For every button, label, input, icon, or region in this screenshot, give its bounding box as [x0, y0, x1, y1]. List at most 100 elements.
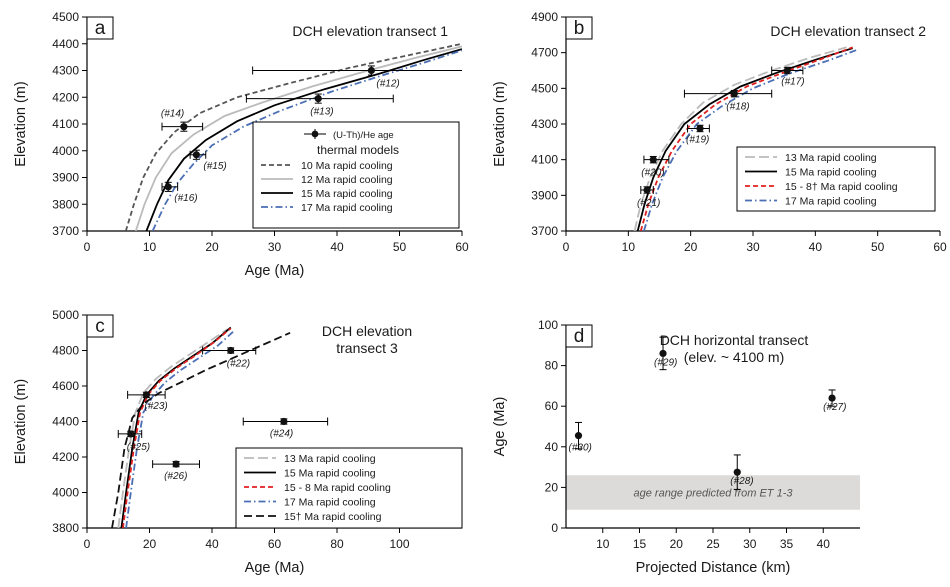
- data-marker: [227, 346, 235, 355]
- x-axis-label: Projected Distance (km): [636, 560, 791, 576]
- x-tick-label: 20: [205, 240, 219, 254]
- data-point: (#19): [686, 124, 710, 145]
- y-tick-label: 4600: [52, 379, 79, 393]
- legend-entry: 10 Ma rapid cooling: [301, 160, 393, 172]
- y-tick-label: 4400: [52, 37, 79, 51]
- y-tick-label: 3900: [52, 171, 79, 185]
- sample-label: (#18): [726, 102, 749, 113]
- x-tick-label: 20: [684, 240, 698, 254]
- legend-entry: 17 Ma rapid cooling: [785, 196, 877, 208]
- panel-c: 0 20 40 60 80 100 3800 4000 4200 4400 4600 4800 5000…: [13, 308, 463, 576]
- y-tick-label: 4000: [52, 144, 79, 158]
- x-tick-label: 60: [933, 240, 947, 254]
- data-point: (#25): [117, 429, 150, 453]
- data-marker: [730, 90, 738, 98]
- x-tick-label: 40: [817, 537, 831, 551]
- x-tick-label: 20: [143, 537, 157, 551]
- y-tick-label: 5000: [52, 308, 79, 322]
- x-tick-label: 0: [84, 240, 91, 254]
- y-axis-label: Elevation (m): [13, 81, 29, 166]
- model-curve: [124, 42, 462, 231]
- panel-title: DCH elevation: [322, 323, 412, 339]
- model-curve: [643, 48, 860, 231]
- data-marker: [280, 417, 288, 426]
- model-curve: [122, 327, 232, 528]
- panel-a: 0 10 20 30 40 50 60 3700 3800 3900 4000 4100 4200 430…: [13, 10, 469, 279]
- panel-letter-box: [86, 314, 114, 338]
- legend-entry: 15 Ma rapid cooling: [301, 188, 393, 200]
- panel-title: transect 3: [336, 340, 398, 356]
- legend-entry: 17 Ma rapid cooling: [284, 497, 376, 509]
- data-point: (#15): [189, 149, 227, 172]
- y-tick-label: 4100: [52, 117, 79, 131]
- x-tick-label: 25: [706, 537, 720, 551]
- data-point: (#14): [161, 109, 204, 132]
- data-point: (#28): [730, 454, 754, 490]
- legend-entry: 15 - 8 Ma rapid cooling: [284, 482, 391, 494]
- legend-entry: 13 Ma rapid cooling: [284, 453, 376, 465]
- x-tick-label: 40: [809, 240, 823, 254]
- x-tick-label: 10: [622, 240, 636, 254]
- y-tick-label: 4100: [531, 153, 558, 167]
- data-point: (#26): [152, 460, 200, 482]
- data-point: (#27): [823, 389, 846, 413]
- x-tick-label: 30: [743, 537, 757, 551]
- y-axis-label: Age (Ma): [492, 397, 508, 457]
- data-point: (#12): [252, 65, 462, 90]
- data-marker: [574, 432, 583, 440]
- x-tick-label: 50: [871, 240, 885, 254]
- panel-title: DCH horizontal transect: [660, 332, 809, 348]
- sample-label: (#14): [161, 109, 184, 120]
- data-marker: [127, 430, 135, 438]
- x-axis-label: Age (Ma): [245, 263, 305, 279]
- legend-entry: 15 Ma rapid cooling: [284, 468, 376, 480]
- data-marker: [659, 349, 667, 358]
- data-point: (#16): [161, 181, 198, 204]
- y-tick-label: 4300: [52, 64, 79, 78]
- model-curve: [134, 45, 462, 231]
- y-tick-label: 4400: [52, 415, 79, 429]
- y-tick-label: 60: [545, 399, 559, 413]
- y-axis-label: Elevation (m): [492, 81, 508, 166]
- x-tick-label: 80: [330, 537, 344, 551]
- y-tick-label: 3900: [531, 188, 558, 202]
- data-marker: [142, 391, 150, 399]
- x-tick-label: 60: [268, 537, 282, 551]
- y-tick-label: 40: [545, 440, 559, 454]
- data-marker: [783, 66, 791, 75]
- legend-marker: [311, 130, 319, 138]
- y-tick-label: 4800: [52, 344, 79, 358]
- panel-letter-box: [86, 16, 114, 40]
- panel-letter: a: [95, 18, 106, 39]
- data-marker: [367, 66, 375, 75]
- data-marker: [828, 394, 836, 402]
- legend-entry: 15 Ma rapid cooling: [785, 167, 877, 179]
- sample-label: (#15): [203, 161, 226, 172]
- sample-label: (#19): [686, 134, 709, 145]
- sample-label: (#13): [310, 107, 333, 118]
- sample-label: (#25): [127, 442, 150, 453]
- y-tick-label: 4500: [531, 81, 558, 95]
- x-tick-label: 30: [268, 240, 282, 254]
- sample-label: (#30): [568, 443, 591, 454]
- legend-entry: 12 Ma rapid cooling: [301, 174, 393, 186]
- y-tick-label: 20: [545, 480, 559, 494]
- panel-letter-box: [565, 324, 593, 348]
- legend-entry: 15 - 8† Ma rapid cooling: [785, 181, 898, 193]
- data-point: (#18): [683, 89, 773, 113]
- x-tick-label: 40: [205, 537, 219, 551]
- panel-letter: d: [574, 326, 585, 347]
- sample-label: (#17): [781, 77, 804, 88]
- legend-entry: 15† Ma rapid cooling: [284, 511, 382, 523]
- y-tick-label: 3700: [531, 224, 558, 238]
- data-marker: [314, 94, 322, 103]
- y-tick-label: 100: [538, 318, 558, 332]
- model-curve: [117, 328, 229, 528]
- data-point: (#24): [242, 417, 329, 440]
- x-tick-label: 100: [389, 537, 409, 551]
- panel-title: DCH elevation transect 2: [770, 23, 926, 39]
- y-axis-label: Elevation (m): [13, 379, 29, 464]
- data-marker: [192, 151, 200, 159]
- x-tick-label: 0: [563, 240, 570, 254]
- panel-subtitle: (elev. ~ 4100 m): [684, 349, 785, 365]
